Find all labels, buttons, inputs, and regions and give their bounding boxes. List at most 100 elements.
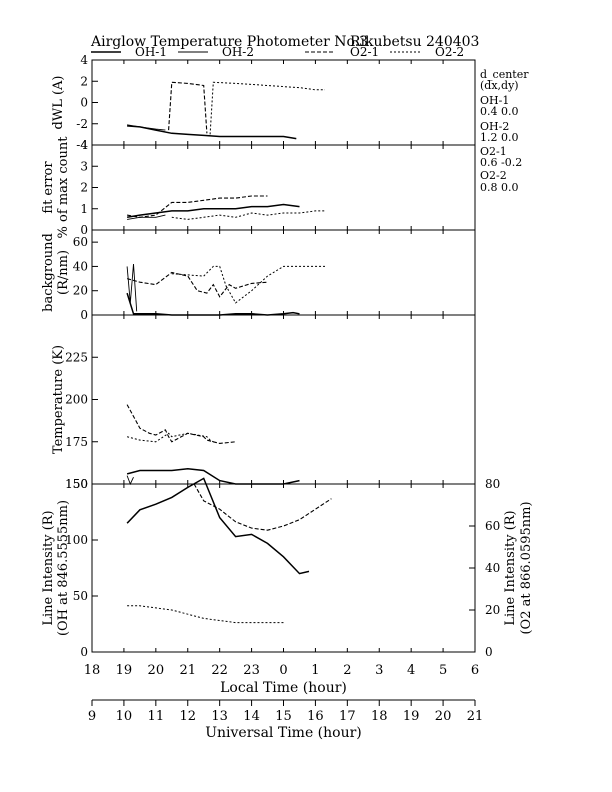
y-tick-label: 0 bbox=[80, 223, 88, 237]
d-center-annotation: d_center(dx,dy) OH-10.4 0.0 OH-21.2 0.0O2-… bbox=[480, 68, 529, 194]
ut-tick-label: 21 bbox=[467, 709, 484, 724]
local-time-tick-label: 3 bbox=[375, 663, 383, 678]
chart-station: Rikubetsu bbox=[350, 34, 422, 50]
y-tick-label: 60 bbox=[73, 235, 88, 249]
series-o2-1-dwl bbox=[168, 81, 208, 134]
y-axis-label-2: % of max count bbox=[56, 136, 71, 239]
local-time-tick-label: 5 bbox=[439, 663, 447, 678]
d-center-value: 0.4 0.0 bbox=[480, 105, 518, 118]
y-tick-label: 2 bbox=[80, 181, 88, 195]
series-o2-1-intensity bbox=[193, 483, 332, 531]
ut-tick-label: 17 bbox=[339, 709, 356, 724]
series-o2-2-dwl bbox=[209, 81, 325, 135]
ut-tick-label: 18 bbox=[371, 709, 388, 724]
ut-axis-label: Universal Time (hour) bbox=[205, 725, 362, 741]
d-center-name: O2-1 bbox=[480, 145, 507, 158]
y-tick-label: 0 bbox=[80, 308, 88, 322]
series-oh-2-temperature bbox=[126, 475, 134, 486]
y-tick-label: 4 bbox=[80, 138, 88, 152]
ut-tick-label: 14 bbox=[243, 709, 260, 724]
y-axis-label: fit error bbox=[41, 161, 56, 214]
y-tick-label: 1 bbox=[80, 202, 88, 216]
panel-frame bbox=[91, 314, 476, 485]
y-tick-label: 200 bbox=[65, 393, 88, 407]
y-axis-label: background bbox=[41, 233, 56, 312]
ut-tick-label: 19 bbox=[403, 709, 420, 724]
y-axis-label-2: (R/nm) bbox=[56, 250, 71, 295]
y-right-axis-label-2: (O2 at 866.0595nm) bbox=[519, 501, 534, 634]
d-center-subtitle: (dx,dy) bbox=[480, 79, 519, 92]
ut-tick-label: 20 bbox=[435, 709, 452, 724]
y-right-tick-label: 60 bbox=[485, 519, 500, 533]
series-oh-2-fit_error bbox=[127, 214, 166, 220]
panel-dwl: 4 2 0 -2 -4 dWL (A) bbox=[51, 53, 476, 152]
y-axis-label: Line Intensity (R) bbox=[41, 510, 56, 625]
local-time-tick-label: 19 bbox=[116, 663, 133, 678]
series-o2-2-intensity bbox=[127, 605, 284, 624]
d-center-title: d_center bbox=[480, 68, 529, 81]
ut-tick-label: 12 bbox=[179, 709, 196, 724]
series-oh-1-dwl bbox=[127, 125, 297, 140]
legend-label-oh-1: OH-1 bbox=[135, 45, 167, 59]
series-o2-2-background bbox=[171, 265, 325, 304]
local-time-tick-label: 0 bbox=[279, 663, 287, 678]
legend-label-o2-1: O2-1 bbox=[350, 45, 379, 59]
series-oh-2-dwl bbox=[127, 124, 166, 131]
d-center-name: OH-1 bbox=[480, 94, 509, 107]
chart-date-code: 240403 bbox=[426, 34, 479, 50]
local-time-tick-label: 23 bbox=[243, 663, 260, 678]
panel-temperature: 225 200 175 150 Temperature (K) bbox=[51, 314, 476, 491]
ut-tick-label: 11 bbox=[148, 709, 165, 724]
d-center-name: OH-2 bbox=[480, 120, 509, 133]
local-time-tick-label: 2 bbox=[343, 663, 351, 678]
series-o2-1-fit_error bbox=[127, 195, 268, 218]
y-tick-label: 100 bbox=[65, 533, 88, 547]
y-tick-label: 3 bbox=[80, 159, 88, 173]
local-time-tick-label: 18 bbox=[84, 663, 101, 678]
y-tick-label: 2 bbox=[80, 74, 88, 88]
y-tick-label: 225 bbox=[65, 350, 88, 364]
y-tick-label: 150 bbox=[65, 477, 88, 491]
ut-tick-label: 15 bbox=[275, 709, 292, 724]
panel-frame bbox=[91, 483, 476, 653]
ut-tick-label: 16 bbox=[307, 709, 324, 724]
y-right-tick-label: 20 bbox=[485, 603, 500, 617]
panel-fit_error: 4 3 2 1 0 fit error% of max count bbox=[41, 136, 476, 239]
panel-background: 60 40 20 0 background (R/nm) bbox=[41, 229, 476, 322]
panel-frame bbox=[91, 229, 476, 316]
d-center-value: 1.2 0.0 bbox=[480, 131, 518, 144]
series-oh-1-background bbox=[126, 292, 300, 316]
local-time-tick-label: 6 bbox=[471, 663, 479, 678]
d-center-value: 0.8 0.0 bbox=[480, 181, 518, 194]
y-right-tick-label: 40 bbox=[485, 561, 500, 575]
series-oh-intensity bbox=[126, 477, 310, 575]
y-tick-label: 0 bbox=[80, 96, 88, 110]
chart-title: Airglow Temperature Photometer No.3 bbox=[90, 34, 368, 50]
ut-tick-label: 9 bbox=[88, 709, 96, 724]
local-time-tick-label: 20 bbox=[148, 663, 165, 678]
y-tick-label: 175 bbox=[65, 435, 88, 449]
y-axis-label-2: (OH at 846.5555nm) bbox=[56, 500, 71, 636]
local-time-tick-label: 1 bbox=[311, 663, 319, 678]
series-oh-1-fit_error bbox=[126, 203, 300, 219]
series-o2-2-fit_error bbox=[171, 210, 325, 220]
series-o2-2-temperature bbox=[126, 432, 214, 443]
series-oh-2-background bbox=[126, 263, 138, 312]
local-time-tick-label: 21 bbox=[179, 663, 196, 678]
y-tick-label: 0 bbox=[80, 645, 88, 659]
legend: OH-1 OH-2 O2-1 O2-2 bbox=[91, 45, 464, 59]
legend-label-o2-2: O2-2 bbox=[435, 45, 464, 59]
y-tick-label: 4 bbox=[80, 53, 88, 67]
d-center-value: 0.6 -0.2 bbox=[480, 156, 522, 169]
series-oh-1-temperature bbox=[126, 468, 300, 485]
panel-frame bbox=[91, 59, 476, 146]
local-time-tick-label: 22 bbox=[211, 663, 228, 678]
y-tick-label: -2 bbox=[76, 117, 88, 131]
series-o2-1-temperature bbox=[126, 404, 236, 444]
y-right-tick-label: 80 bbox=[485, 477, 500, 491]
y-tick-label: -4 bbox=[76, 138, 88, 152]
